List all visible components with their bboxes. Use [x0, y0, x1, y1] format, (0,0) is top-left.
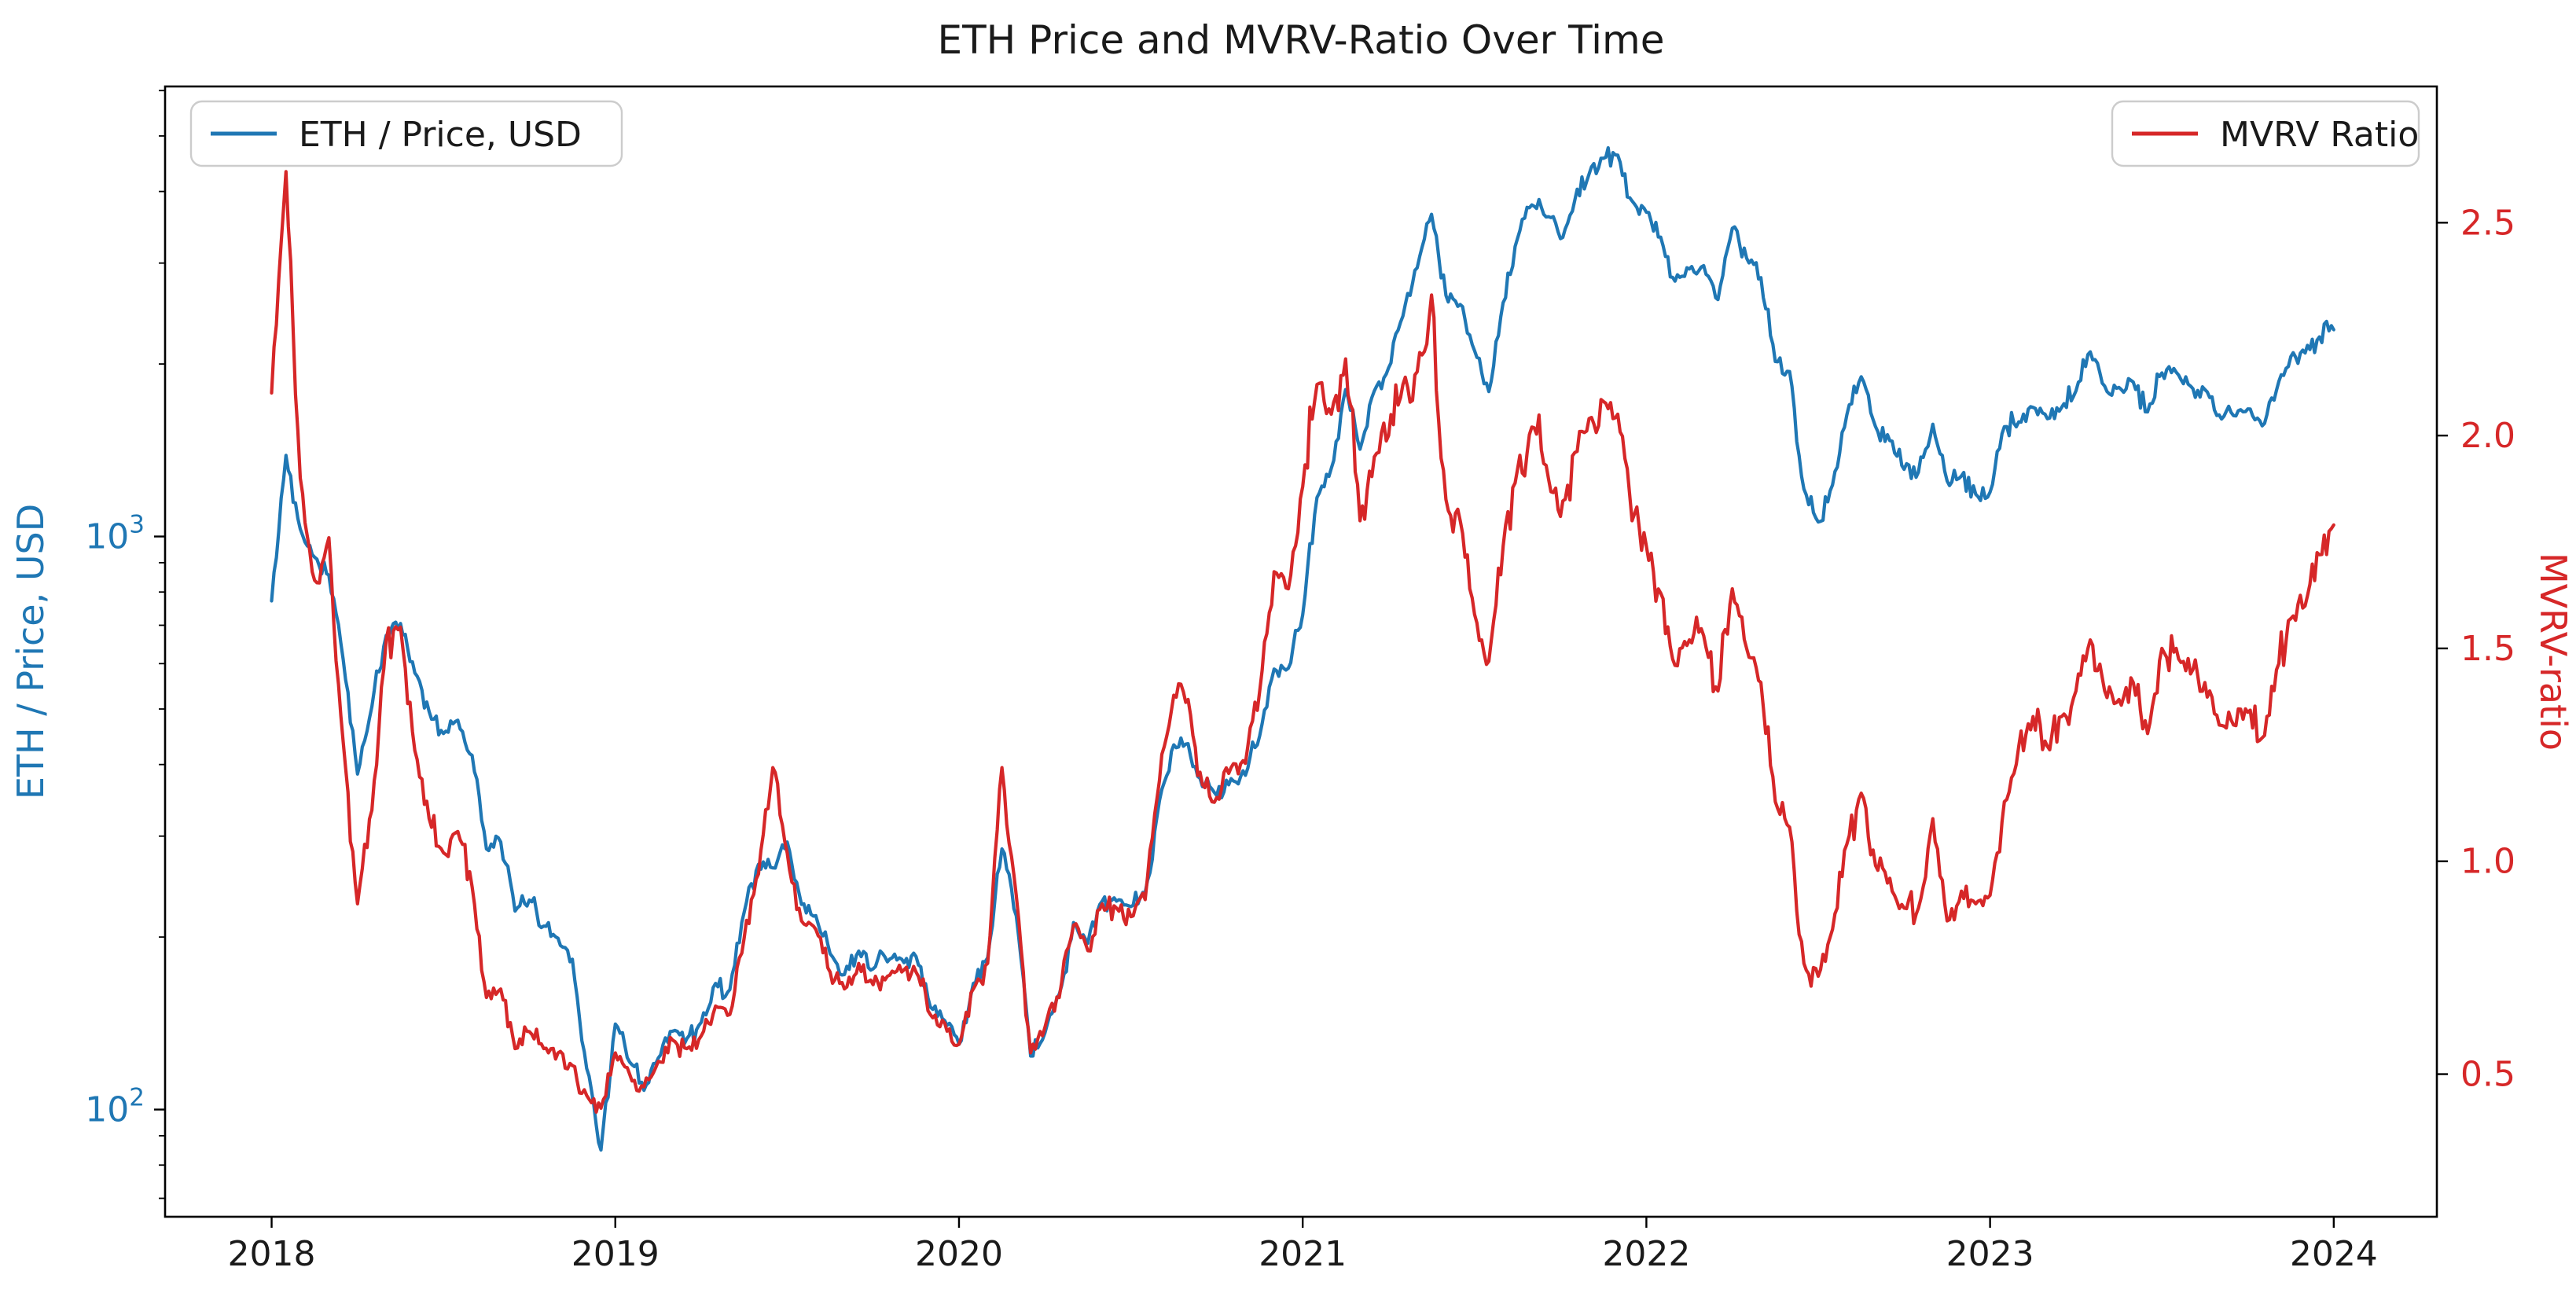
x-tick-label: 2020	[915, 1234, 1003, 1274]
right-axis-label: MVRV-ratio	[2532, 553, 2574, 751]
right-tick-label: 1.5	[2460, 629, 2515, 669]
left-axis-label: ETH / Price, USD	[9, 504, 52, 799]
right-tick-label: 2.5	[2460, 203, 2515, 243]
right-tick-label: 2.0	[2460, 416, 2515, 456]
left-tick-label: 102	[85, 1084, 145, 1130]
chart-title: ETH Price and MVRV-Ratio Over Time	[938, 17, 1665, 63]
legend-eth-price: ETH / Price, USD	[189, 100, 623, 167]
x-tick-label: 2022	[1602, 1234, 1690, 1274]
legend-box-left	[189, 100, 623, 167]
legend-label-eth-price: ETH / Price, USD	[299, 115, 582, 155]
x-tick-label: 2019	[571, 1234, 660, 1274]
right-tick-label: 0.5	[2460, 1055, 2515, 1095]
x-tick-label: 2021	[1259, 1234, 1347, 1274]
legend-mvrv-ratio: MVRV Ratio	[2111, 100, 2420, 167]
x-tick-label: 2018	[228, 1234, 316, 1274]
x-axis-ticks: 2018 2019 2020 2021 2022 2023 2024	[228, 1217, 2378, 1274]
right-tick-label: 1.0	[2460, 842, 2515, 882]
x-tick-label: 2024	[2290, 1234, 2378, 1274]
series-layer	[270, 145, 2335, 1152]
x-tick-label: 2023	[1946, 1234, 2034, 1274]
plot-area	[164, 85, 2438, 1218]
right-axis-ticks: 0.5 1.0 1.5 2.0 2.5	[2437, 203, 2515, 1095]
left-tick-label: 103	[85, 511, 145, 557]
legend-label-mvrv: MVRV Ratio	[2220, 115, 2419, 155]
legend-box-right	[2111, 100, 2420, 167]
eth-price-line	[270, 145, 2335, 1152]
left-axis-ticks: 102 103	[85, 90, 165, 1199]
mvrv-ratio-line	[270, 170, 2335, 1114]
